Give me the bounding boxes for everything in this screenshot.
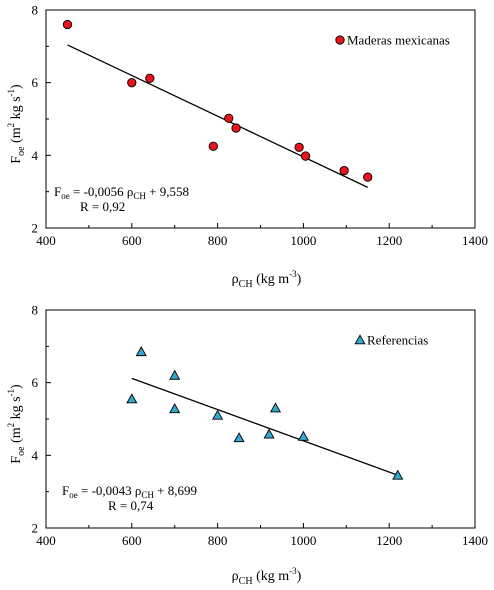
y-axis-unit-mid: kg s: [9, 96, 24, 122]
y-axis-label: Foe (m2 kg s-1): [6, 84, 27, 164]
y-tick-label: 8: [32, 303, 39, 318]
legend-label: Referencias: [367, 333, 428, 348]
y-tick-label: 8: [32, 3, 39, 18]
x-tick-label: 1000: [290, 533, 316, 548]
data-point: [269, 402, 282, 413]
y-axis-symbol: F: [9, 156, 24, 164]
y-axis-superscript: -1: [6, 89, 16, 97]
y-axis-superscript: -1: [6, 389, 16, 397]
x-tick-label: 800: [208, 533, 228, 548]
x-axis-label: ρCH (kg m-3): [232, 269, 302, 290]
y-axis-unit: (m: [9, 127, 24, 146]
y-axis-subscript: oe: [16, 146, 27, 156]
equation-slope: = -0,0056: [70, 184, 127, 199]
equation-rho: ρ: [127, 184, 134, 199]
equation-intercept: + 8,699: [154, 483, 197, 498]
data-point: [208, 141, 218, 151]
equation-rho-subscript: CH: [133, 191, 146, 201]
x-tick-label: 400: [36, 533, 56, 548]
x-axis-label: ρCH (kg m-3): [232, 566, 302, 587]
y-tick-label: 2: [32, 521, 39, 536]
x-tick-label: 400: [36, 233, 56, 248]
equation-rho: ρ: [135, 483, 142, 498]
y-axis-superscript: 2: [6, 123, 16, 128]
x-tick-label: 1400: [462, 233, 488, 248]
y-axis-unit-close: ): [9, 384, 24, 389]
correlation-coefficient: R = 0,74: [108, 498, 154, 513]
y-tick-label: 6: [32, 75, 39, 90]
data-point: [339, 165, 349, 176]
x-tick-label: 1400: [462, 533, 488, 548]
data-point: [212, 409, 224, 420]
regression-equation: Foe = -0,0056 ρCH + 9,558: [54, 184, 189, 201]
y-axis-symbol: F: [9, 456, 24, 464]
x-axis-unit-close: ): [297, 569, 302, 584]
x-tick-label: 600: [122, 533, 142, 548]
x-tick-label: 1000: [290, 233, 316, 248]
data-point: [127, 78, 137, 88]
x-axis-subscript: CH: [239, 279, 253, 290]
x-axis-superscript: -3: [289, 566, 297, 576]
legend-marker: [335, 35, 345, 45]
equation-prefix-subscript: oe: [69, 490, 78, 500]
x-axis-subscript: CH: [239, 576, 253, 587]
y-axis-label: Foe (m2 kg s-1): [6, 384, 27, 464]
y-axis-unit-close: ): [9, 84, 24, 89]
x-tick-label: 1200: [376, 233, 402, 248]
trend-line: [131, 377, 399, 476]
y-tick-label: 2: [32, 221, 39, 236]
x-axis-superscript: -3: [289, 269, 297, 279]
equation-intercept: + 9,558: [146, 184, 189, 199]
y-axis-unit: (m: [9, 427, 24, 446]
y-tick-label: 6: [32, 375, 39, 390]
y-axis-superscript: 2: [6, 423, 16, 428]
trend-line: [67, 44, 369, 188]
data-point: [231, 123, 241, 133]
x-tick-label: 1200: [376, 533, 402, 548]
x-axis-symbol: ρ: [232, 272, 239, 287]
x-axis-unit: (kg m: [253, 569, 290, 584]
correlation-coefficient: R = 0,92: [80, 199, 125, 214]
y-axis-subscript: oe: [16, 446, 27, 456]
data-point: [294, 142, 304, 152]
data-point: [135, 346, 147, 357]
x-tick-label: 600: [122, 233, 142, 248]
data-point: [224, 113, 234, 123]
y-axis-unit-mid: kg s: [9, 396, 24, 422]
x-axis-symbol: ρ: [232, 569, 239, 584]
legend-marker: [354, 334, 366, 345]
x-axis-unit: (kg m: [253, 272, 290, 287]
equation-slope: = -0,0043: [78, 483, 135, 498]
equation-prefix-subscript: oe: [61, 191, 70, 201]
data-point: [169, 403, 181, 414]
x-tick-label: 800: [208, 233, 228, 248]
data-point: [62, 19, 73, 30]
legend-label: Maderas mexicanas: [347, 33, 450, 48]
equation-prefix: F: [62, 483, 69, 498]
data-point: [392, 469, 404, 480]
equation-prefix: F: [54, 184, 61, 199]
data-point: [126, 393, 138, 404]
data-point: [263, 428, 275, 439]
data-point: [233, 432, 245, 443]
data-point: [300, 151, 311, 161]
regression-equation: Foe = -0,0043 ρCH + 8,699: [62, 483, 197, 500]
data-point: [297, 430, 309, 441]
equation-rho-subscript: CH: [141, 490, 154, 500]
data-point: [145, 73, 155, 83]
data-point: [169, 369, 181, 380]
y-tick-label: 4: [32, 148, 39, 163]
y-tick-label: 4: [32, 448, 39, 463]
x-axis-unit-close: ): [297, 272, 302, 287]
data-point: [363, 172, 373, 182]
